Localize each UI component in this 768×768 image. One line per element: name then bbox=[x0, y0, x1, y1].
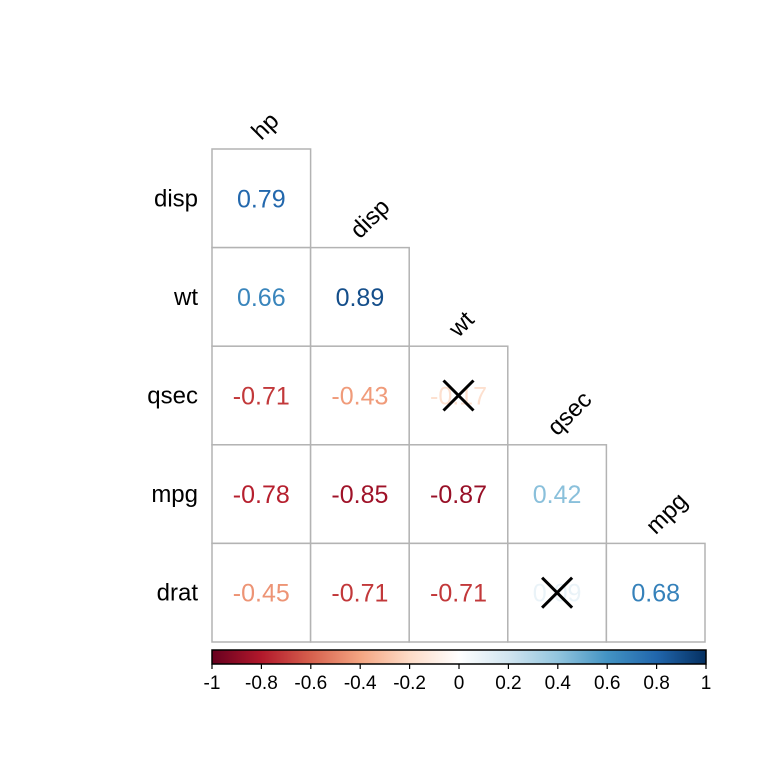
colorbar-tick-label: 0.6 bbox=[594, 673, 620, 694]
colorbar-tick-label: 0.2 bbox=[495, 673, 521, 694]
cell: 0.42 bbox=[507, 444, 608, 545]
column-label-disp: disp bbox=[345, 194, 395, 244]
row-label-disp: disp bbox=[154, 185, 198, 212]
cell-box bbox=[408, 542, 509, 643]
cell-box bbox=[211, 345, 312, 446]
column-label-mpg: mpg bbox=[641, 488, 693, 540]
cell-value-label: 0.66 bbox=[237, 284, 286, 312]
colorbar-tick-label: -0.2 bbox=[393, 673, 426, 694]
cell: 0.09 bbox=[507, 542, 608, 643]
cell-value-label: 0.79 bbox=[237, 185, 286, 213]
cell: -0.71 bbox=[408, 542, 509, 643]
row-label-mpg: mpg bbox=[151, 481, 198, 508]
cell: -0.45 bbox=[211, 542, 312, 643]
colorbar-tick-label: -0.6 bbox=[294, 673, 327, 694]
cell-box bbox=[309, 246, 410, 347]
color-legend-ticks: -1 -0.8 -0.6 -0.4 -0.2 0 0.2 0.4 0.6 0.8 1 bbox=[204, 664, 712, 694]
cell: 0.68 bbox=[605, 542, 706, 643]
colorbar-tick-label: -0.4 bbox=[344, 673, 377, 694]
cell: 0.79 bbox=[211, 148, 312, 249]
cell-box bbox=[605, 542, 706, 643]
cell-value-label: -0.87 bbox=[430, 481, 487, 509]
colorbar-tick-label: 0 bbox=[454, 673, 465, 694]
cell: -0.43 bbox=[309, 345, 410, 446]
cell: -0.17 bbox=[408, 345, 509, 446]
cell-value-label: -0.45 bbox=[233, 580, 290, 608]
column-label-qsec: qsec bbox=[542, 386, 597, 441]
cell: -0.85 bbox=[309, 444, 410, 545]
colorbar-tick-label: -0.8 bbox=[245, 673, 278, 694]
row-label-drat: drat bbox=[157, 580, 199, 607]
cell: -0.87 bbox=[408, 444, 509, 545]
cell: 0.66 bbox=[211, 246, 312, 347]
insignificant-cross-icon bbox=[442, 379, 475, 412]
cell: -0.71 bbox=[309, 542, 410, 643]
colorbar-tick-label: -1 bbox=[204, 673, 221, 694]
row-labels: disp wt qsec mpg drat bbox=[147, 185, 198, 606]
cell-value-label: 0.68 bbox=[631, 580, 680, 608]
colorbar-tick-label: 0.4 bbox=[545, 673, 572, 694]
colorbar-tick-label: 1 bbox=[701, 673, 712, 694]
cell-value-label: 0.42 bbox=[533, 481, 582, 509]
cell-value-label: -0.85 bbox=[331, 481, 388, 509]
cell-value-label: -0.43 bbox=[331, 383, 388, 411]
color-legend: -1 -0.8 -0.6 -0.4 -0.2 0 0.2 0.4 0.6 0.8 1 bbox=[204, 649, 712, 694]
cell-box bbox=[408, 444, 509, 545]
cell-value-label: -0.78 bbox=[233, 481, 290, 509]
colorbar-tick-label: 0.8 bbox=[643, 673, 669, 694]
color-legend-bar bbox=[211, 649, 707, 665]
cell-box bbox=[507, 444, 608, 545]
column-label-wt: wt bbox=[443, 306, 480, 343]
correlation-cells: 0.79 0.66 0.89 -0.71 -0.43 -0.17 -0.78 -0.85 -0.… bbox=[211, 148, 706, 643]
cell-box bbox=[211, 444, 312, 545]
cell-value-label: -0.71 bbox=[331, 580, 388, 608]
cell: -0.78 bbox=[211, 444, 312, 545]
insignificant-cross-icon bbox=[541, 576, 574, 609]
cell: -0.71 bbox=[211, 345, 312, 446]
cell: 0.89 bbox=[309, 246, 410, 347]
cell-box bbox=[211, 148, 312, 249]
cell-box bbox=[211, 542, 312, 643]
cell-value-label: 0.89 bbox=[336, 284, 385, 312]
row-label-wt: wt bbox=[173, 284, 198, 311]
row-label-qsec: qsec bbox=[147, 383, 198, 410]
cell-value-label: -0.71 bbox=[233, 383, 290, 411]
cell-box bbox=[211, 246, 312, 347]
column-label-hp: hp bbox=[246, 107, 284, 145]
cell-value-label: -0.71 bbox=[430, 580, 487, 608]
